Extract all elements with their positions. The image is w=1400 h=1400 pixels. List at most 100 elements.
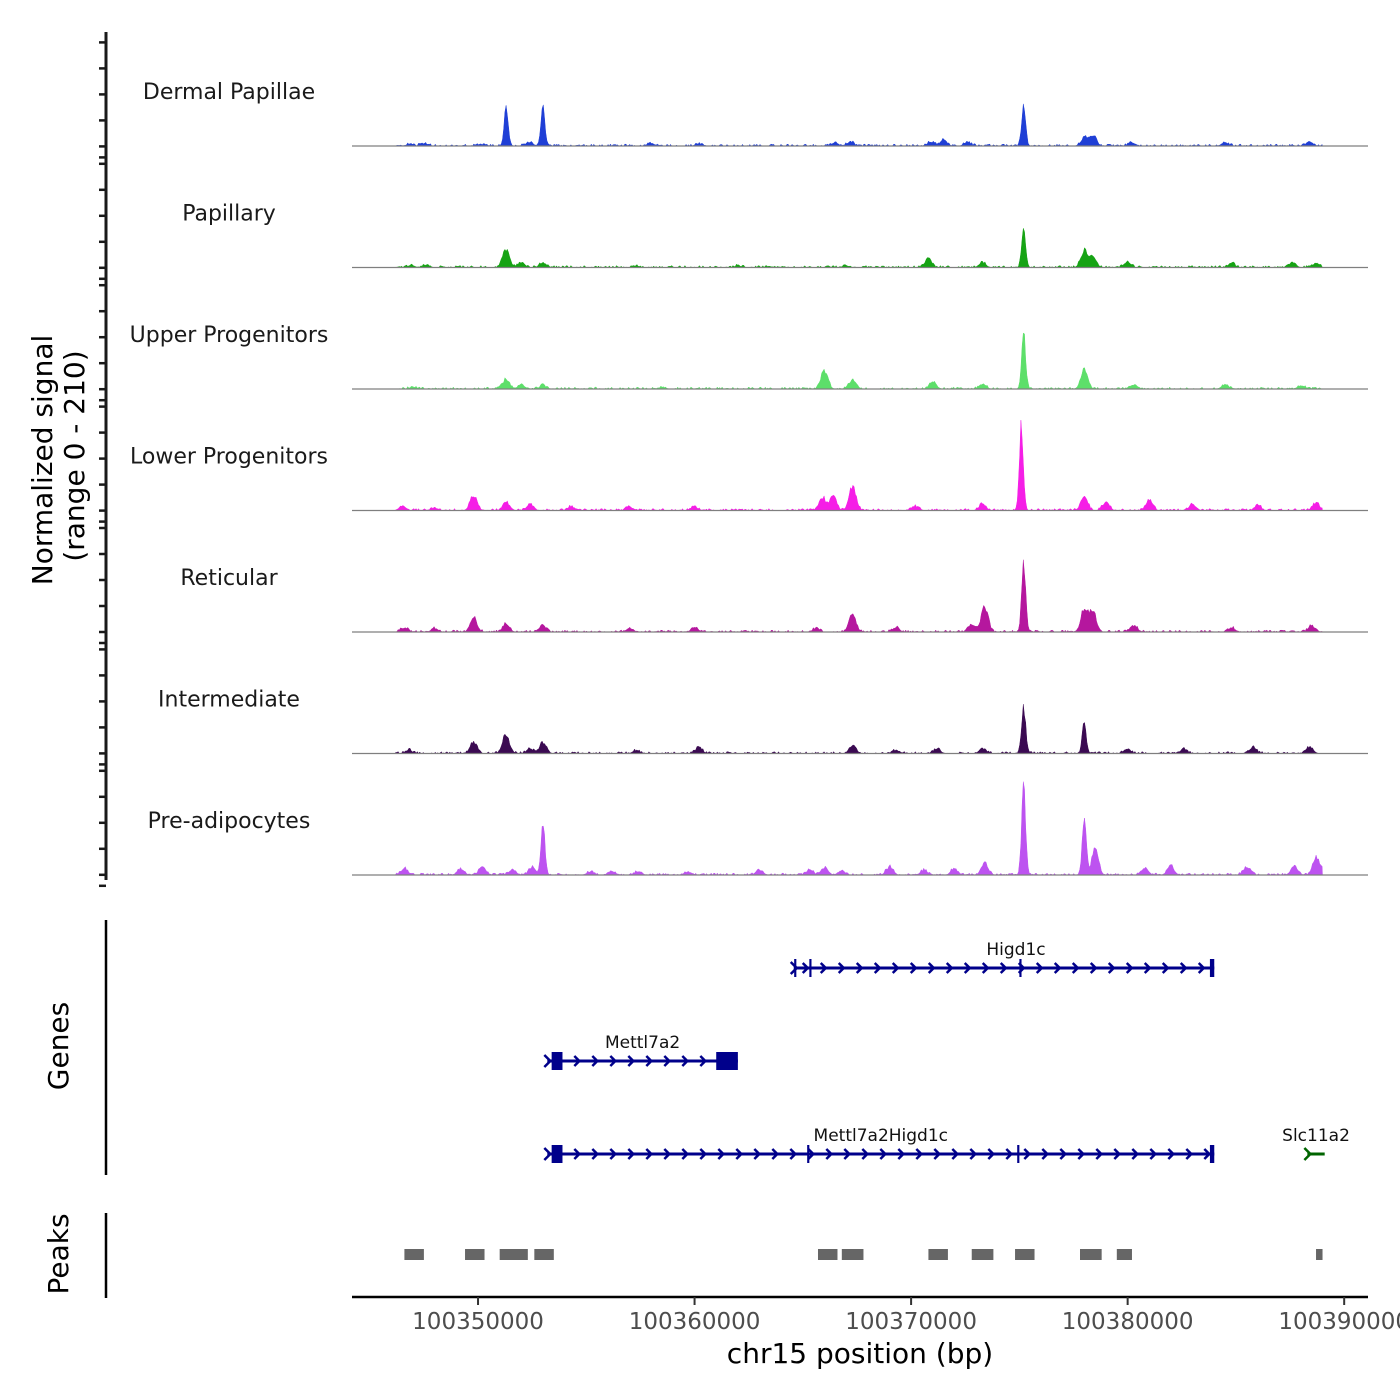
gene-higd1c: Higd1c [789,940,1215,977]
track-label: Upper Progenitors [130,323,329,348]
strand-arrow [591,1055,600,1067]
genes-track: Higd1c Mettl7a2 Mettl7a2Higd1c Slc11a2 [543,940,1350,1163]
strand-arrow [843,1148,852,1160]
strand-arrow [981,962,990,974]
gene-label: Higd1c [986,940,1045,960]
strand-arrow [879,1148,888,1160]
x-tick-label: 100390000 [1278,1309,1400,1335]
strand-arrow [909,962,918,974]
strand-arrow [1143,962,1152,974]
strand-arrow [627,1055,636,1067]
strand-arrow [945,962,954,974]
peaks-panel-title: Peaks [42,1213,75,1294]
signal-area [395,420,1323,511]
gene-label: Mettl7a2Higd1c [814,1126,948,1146]
gene-start-marker [543,1147,553,1161]
strand-arrow [789,1148,798,1160]
exon [809,959,812,977]
track-label: Intermediate [158,688,300,713]
strand-arrow [1071,962,1080,974]
strand-arrow [1053,962,1062,974]
strand-arrow [1125,962,1134,974]
x-axis-ticks: 100350000 100360000 100370000 100380000 1003… [412,1297,1400,1335]
strand-arrow [861,1148,870,1160]
signal-area [395,332,1323,390]
strand-arrow [927,962,936,974]
track-pre-adipocytes: Pre-adipocytes [148,781,1368,876]
strand-arrow [1179,962,1188,974]
strand-arrow [819,962,828,974]
peak-region [534,1249,554,1260]
signal-area [395,704,1323,754]
gene-start-marker [1303,1147,1313,1161]
exon [1017,1145,1020,1163]
strand-arrow [771,1148,780,1160]
coverage-tracks: Dermal Papillae Papillary Upper Progenitor… [130,80,1368,876]
x-tick-label: 100370000 [845,1309,977,1335]
gene-start-marker [789,961,799,975]
strand-arrow [915,1148,924,1160]
peak-region [928,1249,948,1260]
strand-arrow [933,1148,942,1160]
strand-arrow [1185,1148,1194,1160]
strand-arrow [753,1148,762,1160]
peak-region [1316,1249,1323,1260]
strand-arrow [1131,1148,1140,1160]
exon [794,959,797,977]
track-label: Dermal Papillae [143,80,315,105]
gene-label: Mettl7a2 [605,1033,680,1053]
strand-arrow [855,962,864,974]
strand-arrow [1077,1148,1086,1160]
strand-arrow [951,1148,960,1160]
exon [1209,1145,1215,1163]
strand-arrow [987,1148,996,1160]
signal-area [395,228,1323,268]
strand-arrow [963,962,972,974]
strand-arrow [1107,962,1116,974]
gene-mettl7a2higd1c: Mettl7a2Higd1c [543,1126,1215,1163]
x-tick-label: 100360000 [629,1309,761,1335]
y-axis-title-line1: Normalized signal [26,335,59,586]
track-lower-progenitors: Lower Progenitors [130,420,1368,512]
x-axis-title: chr15 position (bp) [727,1337,993,1370]
strand-arrow [663,1055,672,1067]
strand-arrow [681,1148,690,1160]
x-tick-label: 100380000 [1062,1309,1194,1335]
strand-arrow [1095,1148,1104,1160]
strand-arrow [1059,1148,1068,1160]
strand-arrow [999,962,1008,974]
track-label: Lower Progenitors [130,445,328,470]
genes-panel-title: Genes [42,1002,75,1090]
exon [1019,959,1022,977]
track-reticular: Reticular [180,559,1368,633]
strand-arrow [609,1055,618,1067]
exon [551,1145,563,1163]
track-label: Papillary [182,202,276,227]
peak-region [404,1249,424,1260]
strand-arrow [1089,962,1098,974]
signal-area [395,103,1323,147]
gene-slc11a2: Slc11a2 [1282,1126,1350,1161]
peak-region [1015,1249,1035,1260]
track-intermediate: Intermediate [158,688,1368,755]
peak-region [1116,1249,1132,1260]
strand-arrow [717,1148,726,1160]
strand-arrow [573,1055,582,1067]
x-tick-label: 100350000 [412,1309,544,1335]
strand-arrow [1203,1148,1212,1160]
strand-arrow [1005,1148,1014,1160]
strand-arrow [873,962,882,974]
strand-arrow [1149,1148,1158,1160]
strand-arrow [735,1148,744,1160]
exon [1209,959,1215,977]
strand-arrow [627,1148,636,1160]
strand-arrow [825,1148,834,1160]
signal-area [395,559,1323,633]
strand-arrow [591,1148,600,1160]
exon [807,1145,810,1163]
strand-arrow [801,962,810,974]
track-upper-progenitors: Upper Progenitors [130,323,1368,390]
gene-mettl7a2: Mettl7a2 [543,1033,738,1070]
track-label: Pre-adipocytes [148,809,311,834]
